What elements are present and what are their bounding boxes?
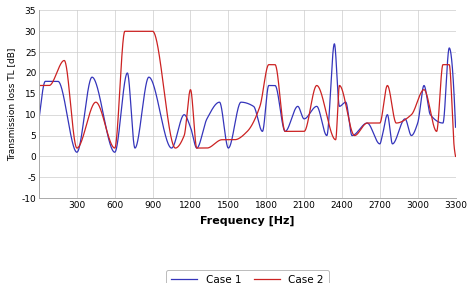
Case 1 [379,137,384,140]
Case 1 [347,125,353,129]
Case 2 [307,109,313,112]
Y-axis label: Transmission loss TL [dB]: Transmission loss TL [dB] [7,48,16,161]
Case 2 [379,116,384,120]
Case 2 [286,130,292,133]
Case 1 [453,125,458,129]
Case 1 [112,151,118,154]
Case 2 [453,155,458,158]
Case 1 [36,117,42,121]
Case 1 [112,151,118,154]
Case 2 [347,123,353,126]
Case 2 [122,30,128,33]
Case 1 [331,42,337,46]
Case 2 [36,84,42,87]
Case 2 [112,146,118,150]
X-axis label: Frequency [Hz]: Frequency [Hz] [200,215,294,226]
Line: Case 2: Case 2 [39,31,456,156]
Case 1 [286,124,292,128]
Case 1 [195,145,201,149]
Legend: Case 1, Case 2: Case 1, Case 2 [166,270,328,283]
Case 2 [195,146,201,150]
Case 1 [307,112,313,115]
Line: Case 1: Case 1 [39,44,456,152]
